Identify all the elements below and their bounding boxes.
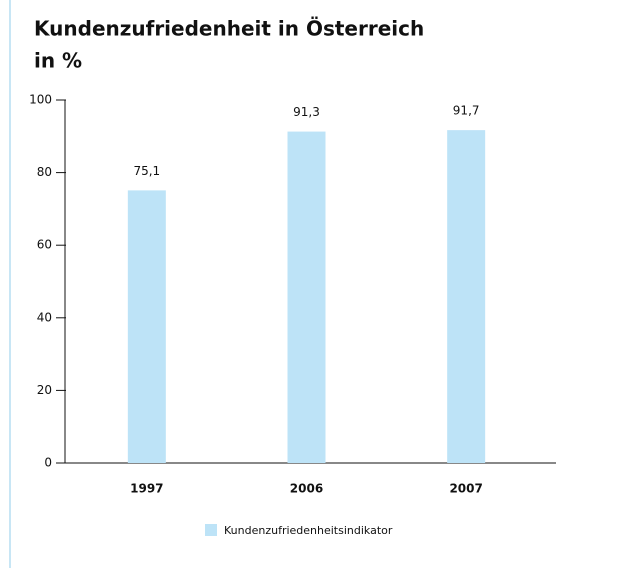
legend-label: Kundenzufriedenheitsindikator — [224, 524, 393, 537]
y-tick-label: 40 — [37, 310, 52, 324]
y-tick-label: 100 — [29, 93, 52, 107]
value-label: 91,7 — [453, 104, 480, 118]
bar — [127, 190, 166, 463]
y-tick-label: 0 — [44, 456, 52, 470]
chart-subtitle: in % — [34, 49, 82, 73]
legend-swatch — [205, 524, 217, 536]
x-tick-label: 1997 — [130, 482, 163, 496]
bar — [447, 130, 486, 463]
y-tick-label: 60 — [37, 238, 52, 252]
x-tick-label: 2006 — [290, 482, 323, 496]
value-label: 75,1 — [133, 164, 160, 178]
y-tick-label: 20 — [37, 383, 52, 397]
value-label: 91,3 — [293, 105, 320, 119]
bar — [287, 131, 326, 463]
y-tick-label: 80 — [37, 165, 52, 179]
x-tick-label: 2007 — [449, 482, 482, 496]
chart-title: Kundenzufriedenheit in Österreich — [34, 17, 424, 41]
